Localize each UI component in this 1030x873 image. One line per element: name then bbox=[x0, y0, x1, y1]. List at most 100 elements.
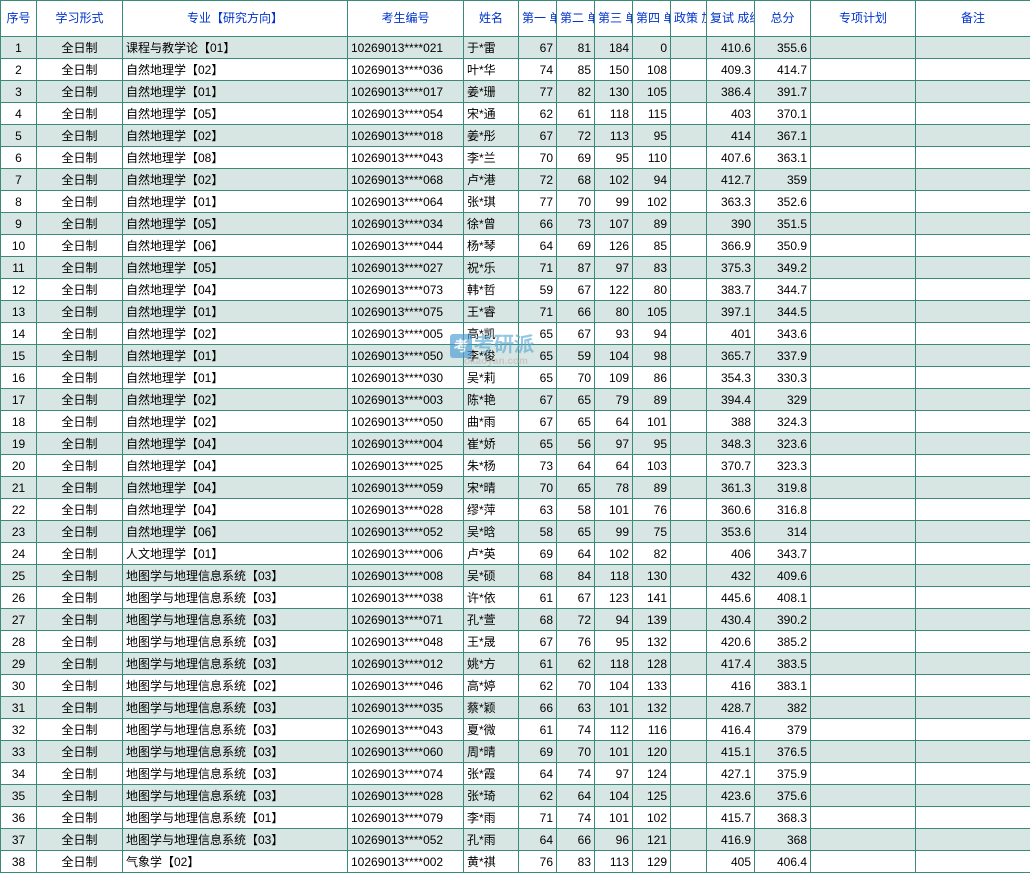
h-note: 备注 bbox=[916, 1, 1030, 37]
cell-u2: 74 bbox=[557, 807, 595, 829]
cell-plan bbox=[811, 455, 916, 477]
cell-id: 10269013****059 bbox=[348, 477, 464, 499]
cell-total: 329 bbox=[755, 389, 811, 411]
cell-id: 10269013****017 bbox=[348, 81, 464, 103]
cell-mode: 全日制 bbox=[37, 345, 123, 367]
table-row: 8全日制自然地理学【01】10269013****064张*琪777099102… bbox=[1, 191, 1030, 213]
cell-u1: 70 bbox=[519, 477, 557, 499]
cell-u3: 99 bbox=[595, 191, 633, 213]
cell-bonus bbox=[671, 763, 707, 785]
cell-u4: 95 bbox=[633, 433, 671, 455]
cell-bonus bbox=[671, 719, 707, 741]
h-major: 专业【研究方向】 bbox=[123, 1, 348, 37]
cell-seq: 2 bbox=[1, 59, 37, 81]
cell-u2: 68 bbox=[557, 169, 595, 191]
cell-note bbox=[916, 785, 1030, 807]
cell-mode: 全日制 bbox=[37, 851, 123, 873]
cell-mode: 全日制 bbox=[37, 169, 123, 191]
cell-u4: 116 bbox=[633, 719, 671, 741]
cell-note bbox=[916, 499, 1030, 521]
cell-total: 323.6 bbox=[755, 433, 811, 455]
cell-total: 337.9 bbox=[755, 345, 811, 367]
cell-major: 自然地理学【05】 bbox=[123, 257, 348, 279]
table-row: 6全日制自然地理学【08】10269013****043李*兰706995110… bbox=[1, 147, 1030, 169]
cell-u2: 64 bbox=[557, 785, 595, 807]
cell-ret: 417.4 bbox=[707, 653, 755, 675]
cell-u1: 69 bbox=[519, 543, 557, 565]
cell-name: 李*俊 bbox=[464, 345, 519, 367]
cell-name: 高*婷 bbox=[464, 675, 519, 697]
cell-name: 张*琦 bbox=[464, 785, 519, 807]
cell-id: 10269013****021 bbox=[348, 37, 464, 59]
cell-u1: 62 bbox=[519, 103, 557, 125]
cell-ret: 428.7 bbox=[707, 697, 755, 719]
cell-note bbox=[916, 59, 1030, 81]
cell-u4: 80 bbox=[633, 279, 671, 301]
cell-total: 414.7 bbox=[755, 59, 811, 81]
cell-note bbox=[916, 697, 1030, 719]
cell-bonus bbox=[671, 543, 707, 565]
h-name: 姓名 bbox=[464, 1, 519, 37]
cell-bonus bbox=[671, 147, 707, 169]
h-u3: 第三 单元 bbox=[595, 1, 633, 37]
cell-note bbox=[916, 81, 1030, 103]
cell-name: 姜*彤 bbox=[464, 125, 519, 147]
cell-note bbox=[916, 301, 1030, 323]
table-row: 12全日制自然地理学【04】10269013****073韩*哲59671228… bbox=[1, 279, 1030, 301]
cell-name: 夏*微 bbox=[464, 719, 519, 741]
cell-u1: 64 bbox=[519, 763, 557, 785]
cell-seq: 15 bbox=[1, 345, 37, 367]
cell-bonus bbox=[671, 323, 707, 345]
cell-plan bbox=[811, 499, 916, 521]
cell-id: 10269013****028 bbox=[348, 499, 464, 521]
cell-ret: 420.6 bbox=[707, 631, 755, 653]
table-row: 16全日制自然地理学【01】10269013****030吴*莉65701098… bbox=[1, 367, 1030, 389]
cell-name: 蔡*颖 bbox=[464, 697, 519, 719]
cell-u1: 65 bbox=[519, 323, 557, 345]
table-row: 23全日制自然地理学【06】10269013****052吴*晗58659975… bbox=[1, 521, 1030, 543]
cell-bonus bbox=[671, 345, 707, 367]
cell-id: 10269013****012 bbox=[348, 653, 464, 675]
cell-ret: 394.4 bbox=[707, 389, 755, 411]
cell-name: 孔*萱 bbox=[464, 609, 519, 631]
cell-ret: 423.6 bbox=[707, 785, 755, 807]
cell-u3: 96 bbox=[595, 829, 633, 851]
cell-u2: 87 bbox=[557, 257, 595, 279]
cell-u3: 64 bbox=[595, 455, 633, 477]
cell-note bbox=[916, 279, 1030, 301]
cell-ret: 361.3 bbox=[707, 477, 755, 499]
cell-id: 10269013****002 bbox=[348, 851, 464, 873]
cell-u4: 85 bbox=[633, 235, 671, 257]
cell-u2: 70 bbox=[557, 675, 595, 697]
cell-u1: 71 bbox=[519, 807, 557, 829]
table-row: 27全日制地图学与地理信息系统【03】10269013****071孔*萱687… bbox=[1, 609, 1030, 631]
cell-bonus bbox=[671, 433, 707, 455]
cell-note bbox=[916, 257, 1030, 279]
cell-plan bbox=[811, 785, 916, 807]
cell-note bbox=[916, 653, 1030, 675]
cell-plan bbox=[811, 257, 916, 279]
cell-mode: 全日制 bbox=[37, 719, 123, 741]
cell-mode: 全日制 bbox=[37, 631, 123, 653]
cell-bonus bbox=[671, 521, 707, 543]
cell-u3: 130 bbox=[595, 81, 633, 103]
cell-bonus bbox=[671, 807, 707, 829]
cell-bonus bbox=[671, 477, 707, 499]
cell-major: 气象学【02】 bbox=[123, 851, 348, 873]
table-row: 1全日制课程与教学论【01】10269013****021于*雷67811840… bbox=[1, 37, 1030, 59]
cell-u3: 107 bbox=[595, 213, 633, 235]
cell-u4: 115 bbox=[633, 103, 671, 125]
h-id: 考生编号 bbox=[348, 1, 464, 37]
cell-u3: 109 bbox=[595, 367, 633, 389]
cell-bonus bbox=[671, 169, 707, 191]
cell-ret: 409.3 bbox=[707, 59, 755, 81]
cell-u4: 89 bbox=[633, 213, 671, 235]
cell-u2: 63 bbox=[557, 697, 595, 719]
cell-u2: 72 bbox=[557, 125, 595, 147]
cell-name: 杨*琴 bbox=[464, 235, 519, 257]
cell-bonus bbox=[671, 411, 707, 433]
table-row: 17全日制自然地理学【02】10269013****003陈*艳67657989… bbox=[1, 389, 1030, 411]
cell-u1: 65 bbox=[519, 367, 557, 389]
cell-total: 343.7 bbox=[755, 543, 811, 565]
cell-u2: 58 bbox=[557, 499, 595, 521]
